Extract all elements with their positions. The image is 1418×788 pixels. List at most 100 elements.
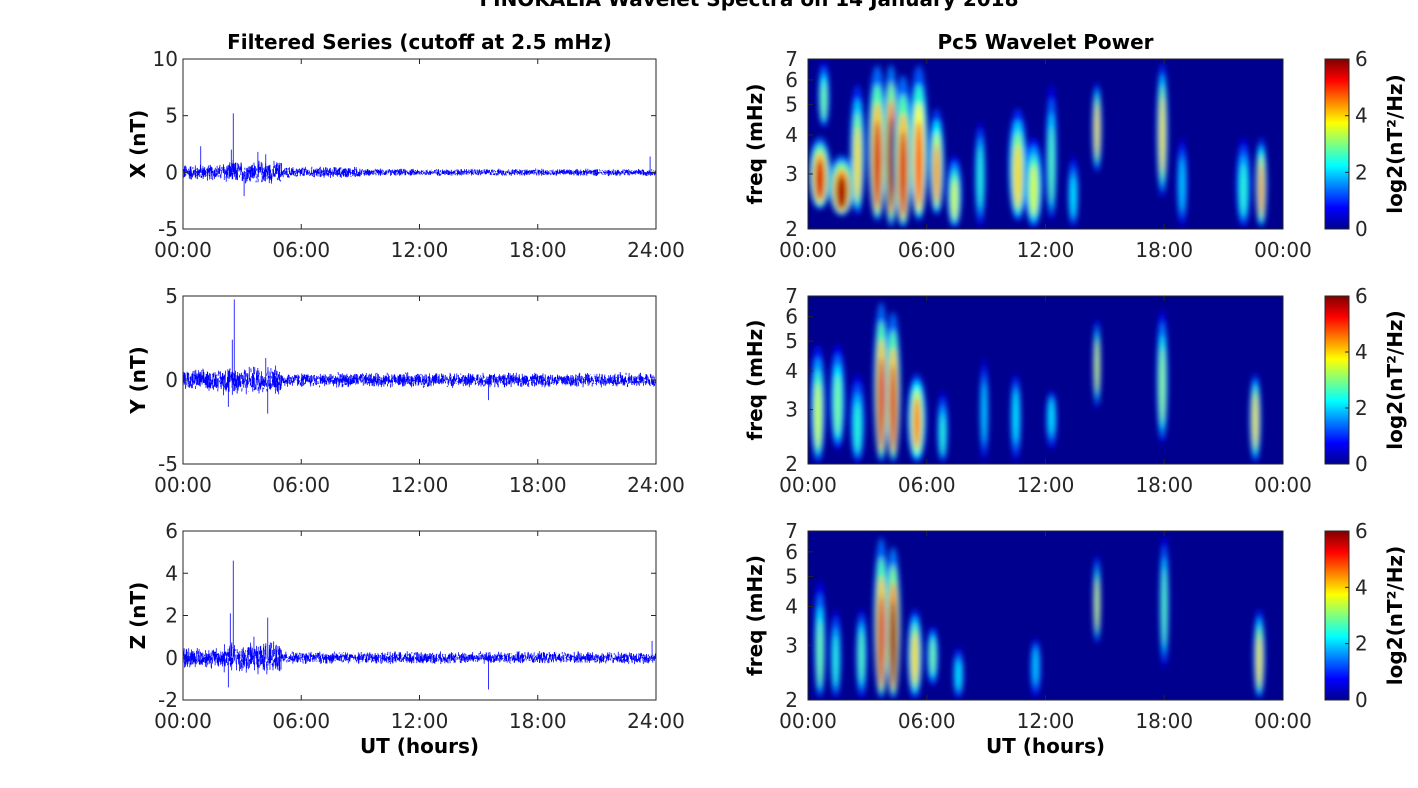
wavelet-power-blob: [854, 126, 861, 200]
figure-title: FINOKALIA Wavelet Spectra on 14 January …: [479, 0, 1018, 11]
wavelet-power-blob: [1094, 340, 1099, 392]
wavelet-power-blob: [834, 375, 841, 435]
y-tick-label: 10: [153, 47, 178, 71]
x-tick-label: 06:00: [272, 709, 330, 733]
x-tick-label: 00:00: [1254, 709, 1312, 733]
x-tick-label: 00:00: [154, 473, 212, 497]
wavelet-panel-z: UT (hours)freq (mHz)7654326420log2(nT²/H…: [743, 519, 1407, 758]
y-tick-label: -5: [158, 452, 178, 476]
wavelet-power-blob: [1160, 347, 1165, 423]
colorbar-tick-label: 4: [1355, 104, 1368, 128]
wavelet-power-blob: [821, 81, 826, 119]
y-tick-label: 3: [785, 398, 798, 422]
wavelet-power-blob: [836, 175, 847, 210]
x-tick-label: 18:00: [1135, 238, 1193, 262]
plot-area: [183, 531, 656, 700]
wavelet-power-blob: [1094, 579, 1099, 630]
x-tick-label: 00:00: [779, 709, 837, 733]
y-tick-label: -5: [158, 217, 178, 241]
x-tick-label: 06:00: [898, 709, 956, 733]
y-tick-label: 5: [785, 564, 798, 588]
colorbar: 6 4 2 0 log2(nT²/Hz): [1324, 284, 1407, 476]
x-tick-label: 06:00: [272, 238, 330, 262]
y-tick-label: 6: [785, 540, 798, 564]
wavelet-blobs: [814, 534, 1265, 700]
y-tick-label: 6: [785, 305, 798, 329]
wavelet-power-blob: [978, 146, 983, 207]
wavelet-power-blob: [1259, 164, 1264, 215]
colorbar-label: log2(nT²/Hz): [1383, 74, 1407, 213]
wavelet-power-blob: [1094, 104, 1099, 156]
wavelet-power-blob: [873, 121, 881, 207]
series-panel-y: Y (nT) 5 0 -500:00 06:00 12:00 18:00 24:00: [126, 284, 685, 497]
x-axis-label: UT (hours): [360, 734, 479, 758]
wavelet-power-blob: [878, 357, 885, 446]
colorbar-tick-label: 6: [1355, 284, 1368, 308]
y-axis-label: Z (nT): [126, 582, 150, 650]
wavelet-power-blob: [878, 595, 885, 684]
plots: Filtered Series (cutoff at 2.5 mHz) X (nT…: [126, 30, 1407, 758]
colorbar-label: log2(nT²/Hz): [1383, 546, 1407, 685]
y-tick-label: 2: [785, 217, 798, 241]
wavelet-power-blob: [833, 635, 838, 686]
wavelet-blobs: [808, 61, 1267, 229]
y-tick-label: 6: [785, 68, 798, 92]
colorbar-tick-label: 6: [1355, 519, 1368, 543]
y-tick-label: -2: [158, 688, 178, 712]
y-tick-label: 5: [785, 93, 798, 117]
x-tick-label: 18:00: [509, 473, 567, 497]
y-axis-label: Y (nT): [126, 346, 150, 415]
y-tick-label: 7: [785, 284, 798, 308]
colorbar-tick-label: 6: [1355, 47, 1368, 71]
x-tick-label: 18:00: [1135, 709, 1193, 733]
wavelet-blobs: [810, 302, 1261, 464]
wavelet-image: [808, 531, 1283, 700]
y-tick-label: 2: [785, 452, 798, 476]
x-tick-label: 00:00: [154, 709, 212, 733]
y-tick-label: 7: [785, 519, 798, 543]
wavelet-power-blob: [1013, 390, 1018, 443]
colorbar: 6 4 2 0 log2(nT²/Hz): [1324, 47, 1407, 241]
wavelet-image: [808, 59, 1283, 229]
wavelet-image: [808, 296, 1283, 464]
wavelet-power-blob: [1071, 175, 1076, 217]
wavelet-power-blob: [854, 402, 861, 453]
wavelet-power-blob: [951, 178, 958, 220]
x-tick-label: 24:00: [627, 238, 685, 262]
x-tick-label: 18:00: [509, 238, 567, 262]
y-tick-label: 4: [785, 594, 798, 618]
wavelet-power-blob: [890, 364, 896, 448]
wavelet-power-blob: [1257, 635, 1262, 686]
wavelet-power-blob: [1240, 164, 1247, 215]
wavelet-power-blob: [933, 144, 940, 203]
x-tick-label: 00:00: [779, 473, 837, 497]
y-axis-label: X (nT): [126, 110, 150, 179]
x-tick-label: 12:00: [391, 238, 449, 262]
y-tick-label: 0: [165, 160, 178, 184]
colorbar-tick-label: 2: [1355, 632, 1368, 656]
wavelet-power-blob: [859, 630, 864, 682]
x-tick-label: 06:00: [898, 473, 956, 497]
x-tick-label: 06:00: [272, 473, 330, 497]
y-axis-label: freq (mHz): [743, 84, 767, 205]
colorbar-tick-label: 0: [1355, 217, 1368, 241]
wavelet-power-blob: [1049, 399, 1054, 435]
y-tick-label: 5: [785, 329, 798, 353]
y-tick-label: 2: [165, 604, 178, 628]
wavelet-power-blob: [817, 620, 822, 686]
wavelet-power-blob: [899, 131, 907, 215]
x-axis-label: UT (hours): [986, 734, 1105, 758]
wavelet-power-blob: [1049, 126, 1054, 204]
x-tick-label: 12:00: [391, 709, 449, 733]
y-tick-label: 3: [785, 633, 798, 657]
y-tick-label: 5: [165, 104, 178, 128]
colorbar-tick-label: 2: [1355, 160, 1368, 184]
y-tick-label: 4: [785, 123, 798, 147]
wavelet-power-blob: [1030, 164, 1038, 215]
y-axis-label: freq (mHz): [743, 555, 767, 676]
x-tick-label: 12:00: [391, 473, 449, 497]
colorbar: 6 4 2 0 log2(nT²/Hz): [1324, 519, 1407, 712]
wavelet-power-blob: [890, 600, 896, 684]
